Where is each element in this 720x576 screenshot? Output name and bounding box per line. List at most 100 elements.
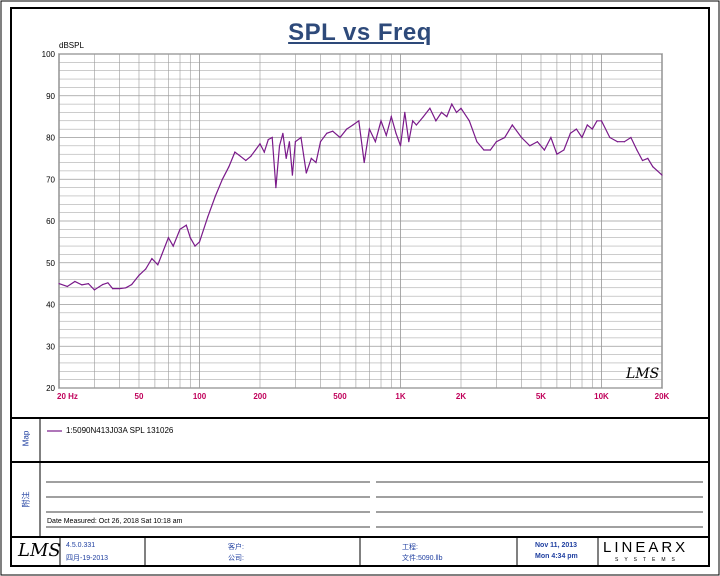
x-tick-label: 20 Hz xyxy=(57,392,78,401)
y-tick-label: 80 xyxy=(46,134,55,143)
data-point xyxy=(652,166,653,167)
data-point xyxy=(386,135,387,136)
project-label: 工程: xyxy=(402,542,418,552)
y-tick-label: 50 xyxy=(46,259,55,268)
notes-tag: 附注 xyxy=(21,488,32,512)
data-point xyxy=(300,137,301,138)
data-point xyxy=(576,129,577,130)
x-tick-label: 10K xyxy=(594,392,609,401)
data-point xyxy=(416,124,417,125)
data-point xyxy=(364,162,365,163)
data-point xyxy=(151,258,152,259)
data-point xyxy=(456,112,457,113)
data-point xyxy=(194,246,195,247)
data-point xyxy=(255,149,256,150)
x-tick-label: 500 xyxy=(333,392,347,401)
data-point xyxy=(346,129,347,130)
chart-title: SPL vs Freq xyxy=(0,19,720,47)
y-tick-label: 70 xyxy=(46,175,55,184)
data-point xyxy=(596,120,597,121)
data-point xyxy=(168,237,169,238)
data-point xyxy=(380,120,381,121)
data-point xyxy=(529,145,530,146)
grid-lines xyxy=(59,54,662,388)
data-point xyxy=(408,141,409,142)
data-point xyxy=(429,108,430,109)
y-tick-label: 40 xyxy=(46,301,55,310)
data-point xyxy=(550,137,551,138)
data-point xyxy=(476,141,477,142)
data-point xyxy=(292,175,293,176)
data-point xyxy=(435,120,436,121)
data-point xyxy=(556,154,557,155)
legend-item-label: 1:5090N413J03A SPL 131026 xyxy=(66,426,173,435)
x-tick-label: 5K xyxy=(536,392,546,401)
data-point xyxy=(125,287,126,288)
data-point xyxy=(441,112,442,113)
data-point xyxy=(58,283,59,284)
data-point xyxy=(375,141,376,142)
x-tick-label: 1K xyxy=(395,392,405,401)
lms-logo: LMS xyxy=(18,540,61,561)
date-measured: Date Measured: Oct 26, 2018 Sat 10:18 am xyxy=(47,518,182,525)
chart-frame: 2030405060708090100 20 Hz 50 100 200 500 1K 2K… xyxy=(0,0,720,576)
data-point xyxy=(215,195,216,196)
data-point xyxy=(173,246,174,247)
data-point xyxy=(81,284,82,285)
customer-label: 客户: xyxy=(228,542,244,552)
data-point xyxy=(161,254,162,255)
data-point xyxy=(423,116,424,117)
data-point xyxy=(592,129,593,130)
data-point xyxy=(537,141,538,142)
data-point xyxy=(138,275,139,276)
data-point xyxy=(245,160,246,161)
data-point xyxy=(88,283,89,284)
data-point xyxy=(446,116,447,117)
data-point xyxy=(563,149,564,150)
data-point xyxy=(630,137,631,138)
data-point xyxy=(186,225,187,226)
data-point xyxy=(264,152,265,153)
data-point xyxy=(272,137,273,138)
data-point xyxy=(131,284,132,285)
data-point xyxy=(199,241,200,242)
data-point xyxy=(358,120,359,121)
y-tick-label: 30 xyxy=(46,342,55,351)
data-point xyxy=(240,156,241,157)
data-point xyxy=(306,172,307,173)
footer-time: Mon 4:34 pm xyxy=(535,553,578,560)
data-point xyxy=(74,281,75,282)
data-point xyxy=(320,141,321,142)
company-label: 公司: xyxy=(228,553,244,563)
data-point xyxy=(391,116,392,117)
data-point xyxy=(609,137,610,138)
data-point xyxy=(400,145,401,146)
data-point xyxy=(102,284,103,285)
data-point xyxy=(451,104,452,105)
x-tick-label: 50 xyxy=(135,392,144,401)
y-tick-label: 60 xyxy=(46,217,55,226)
data-point xyxy=(404,112,405,113)
data-point xyxy=(112,288,113,289)
data-point xyxy=(67,286,68,287)
data-point xyxy=(222,179,223,180)
y-tick-label: 90 xyxy=(46,92,55,101)
data-point xyxy=(412,120,413,121)
data-point xyxy=(469,120,470,121)
y-tick-label: 100 xyxy=(42,50,56,59)
data-point xyxy=(483,149,484,150)
x-tick-label: 100 xyxy=(193,392,207,401)
data-point xyxy=(617,141,618,142)
data-point xyxy=(512,124,513,125)
data-point xyxy=(339,137,340,138)
data-point xyxy=(587,124,588,125)
brand-logo-bottom: SYSTEMS xyxy=(615,557,681,563)
data-point xyxy=(207,216,208,217)
data-point xyxy=(601,120,602,121)
data-point xyxy=(275,187,276,188)
data-point xyxy=(107,282,108,283)
data-point xyxy=(521,137,522,138)
data-point xyxy=(250,156,251,157)
y-axis-label: dBSPL xyxy=(59,41,84,50)
version: 4.5.0.331 xyxy=(66,542,95,549)
